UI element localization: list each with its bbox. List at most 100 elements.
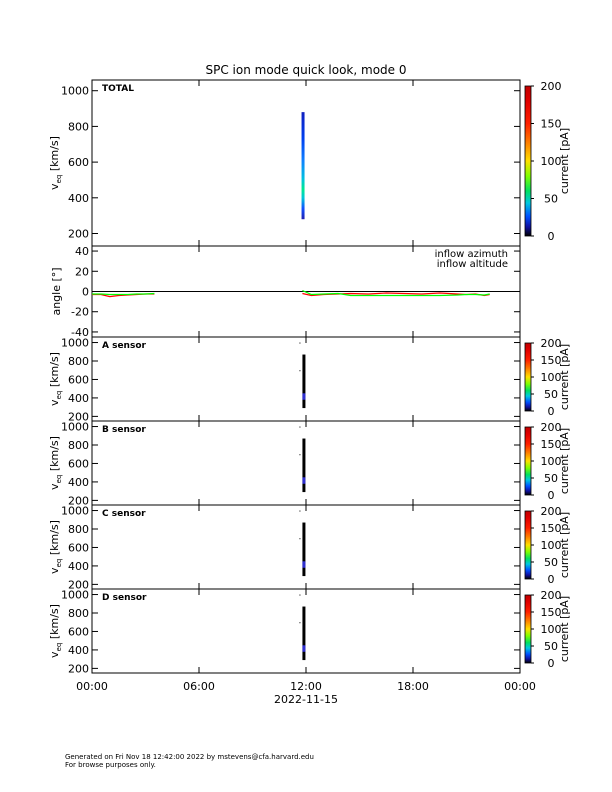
colorbar-total: [524, 85, 532, 237]
x-tick-label: 18:00: [397, 680, 429, 693]
y-tick-label: 800: [68, 120, 89, 133]
heatmap-strip-a-sensor: [302, 354, 306, 409]
colorbar-tick-label: 100: [541, 455, 562, 468]
colorbar-tick-label: 100: [541, 371, 562, 384]
y-axis-label: veq [km/s]: [48, 436, 63, 490]
x-tick-label: 12:00: [290, 680, 322, 693]
y-tick-label: 200: [68, 228, 89, 241]
colorbar-tick-label: 100: [541, 539, 562, 552]
y-tick-label: 400: [68, 392, 89, 405]
colorbar-tick-label: 0: [548, 573, 555, 586]
series-line-inflow-altitude: [92, 292, 155, 296]
heatmap-speck-a-sensor: [299, 370, 301, 372]
colorbar-tick-label: 150: [541, 522, 562, 535]
heatmap-speck-c-sensor: [299, 538, 301, 540]
heatmap-strip-c-sensor: [302, 522, 306, 577]
heatmap-strip-d-sensor: [302, 606, 306, 661]
colorbar-tick-label: 150: [541, 438, 562, 451]
y-tick-label: 800: [68, 355, 89, 368]
colorbar-tick-label: 0: [548, 657, 555, 670]
heatmap-strip-total: [301, 112, 305, 220]
colorbar-tick-label: 150: [541, 118, 562, 131]
footer-note: For browse purposes only.: [65, 761, 156, 769]
colorbar-tick-label: 150: [541, 606, 562, 619]
heatmap-speck-d-sensor: [299, 594, 301, 596]
y-tick-label: 1000: [61, 337, 89, 350]
y-tick-label: 800: [68, 607, 89, 620]
panel-label-total: TOTAL: [102, 84, 134, 94]
y-tick-label: 0: [82, 286, 89, 299]
heatmap-cell-b-sensor: [302, 477, 306, 484]
x-tick-label: 00:00: [504, 680, 536, 693]
colorbar-b-sensor: [524, 426, 532, 496]
colorbar-c-sensor: [524, 510, 532, 580]
heatmap-speck-a-sensor: [299, 342, 301, 344]
y-tick-label: 40: [75, 245, 89, 258]
colorbar-d-sensor: [524, 594, 532, 664]
series-line-inflow-altitude: [302, 289, 490, 297]
y-axis-label: veq [km/s]: [48, 604, 63, 658]
colorbar-tick-label: 0: [548, 489, 555, 502]
y-tick-label: -20: [71, 306, 89, 319]
y-tick-label: 600: [68, 625, 89, 638]
x-date-label: 2022-11-15: [274, 693, 338, 706]
y-tick-label: 600: [68, 156, 89, 169]
heatmap-cell-c-sensor: [302, 561, 306, 568]
y-tick-label: 400: [68, 644, 89, 657]
colorbar-label: current [pA]: [558, 512, 571, 578]
y-tick-label: -40: [71, 326, 89, 339]
y-axis-label: veq [km/s]: [48, 136, 63, 190]
y-tick-label: 20: [75, 265, 89, 278]
y-tick-label: 800: [68, 439, 89, 452]
y-axis-label: veq [km/s]: [48, 352, 63, 406]
x-tick-label: 00:00: [76, 680, 108, 693]
panel-frame-a-sensor: [91, 336, 521, 422]
y-tick-label: 1000: [61, 421, 89, 434]
y-tick-label: 1000: [61, 505, 89, 518]
heatmap-strip-b-sensor: [302, 438, 306, 493]
panel-label-a-sensor: A sensor: [102, 341, 147, 351]
y-tick-label: 200: [68, 662, 89, 675]
y-tick-label: 200: [68, 494, 89, 507]
footer: Generated on Fri Nov 18 12:42:00 2022 by…: [65, 753, 314, 769]
panel-label-b-sensor: B sensor: [102, 425, 146, 435]
colorbar-tick-label: 200: [541, 589, 562, 602]
y-tick-label: 800: [68, 523, 89, 536]
panel-frame-c-sensor: [91, 504, 521, 590]
heatmap-speck-b-sensor: [299, 426, 301, 428]
panel-frame-b-sensor: [91, 420, 521, 506]
colorbar-tick-label: 50: [544, 556, 558, 569]
y-tick-label: 1000: [61, 85, 89, 98]
y-tick-label: 200: [68, 410, 89, 423]
colorbar-tick-label: 50: [544, 640, 558, 653]
colorbar-tick-label: 0: [548, 405, 555, 418]
colorbar-tick-label: 50: [544, 388, 558, 401]
legend-inflow-altitude: inflow altitude: [437, 259, 508, 270]
heatmap-speck-d-sensor: [299, 622, 301, 624]
colorbar-tick-label: 200: [541, 337, 562, 350]
y-axis-label: veq [km/s]: [48, 520, 63, 574]
colorbar-tick-label: 100: [541, 623, 562, 636]
y-tick-label: 1000: [61, 589, 89, 602]
colorbar-label: current [pA]: [558, 596, 571, 662]
y-tick-label: 600: [68, 457, 89, 470]
colorbar-tick-label: 200: [541, 80, 562, 93]
panel-label-d-sensor: D sensor: [102, 593, 147, 603]
colorbar-tick-label: 200: [541, 421, 562, 434]
panel-label-c-sensor: C sensor: [102, 509, 146, 519]
y-tick-label: 200: [68, 578, 89, 591]
colorbar-tick-label: 150: [541, 354, 562, 367]
panel-frame-d-sensor: [91, 588, 521, 674]
colorbar-a-sensor: [524, 342, 532, 412]
colorbar-tick-label: 100: [541, 155, 562, 168]
x-tick-label: 06:00: [183, 680, 215, 693]
y-tick-label: 400: [68, 476, 89, 489]
heatmap-speck-c-sensor: [299, 510, 301, 512]
panel-frame-total: [91, 79, 521, 247]
figure-title: SPC ion mode quick look, mode 0: [206, 63, 407, 77]
legend-inflow-azimuth: inflow azimuth: [435, 249, 508, 260]
colorbar-tick-label: 50: [544, 472, 558, 485]
heatmap-cell-d-sensor: [302, 645, 306, 652]
y-tick-label: 400: [68, 560, 89, 573]
